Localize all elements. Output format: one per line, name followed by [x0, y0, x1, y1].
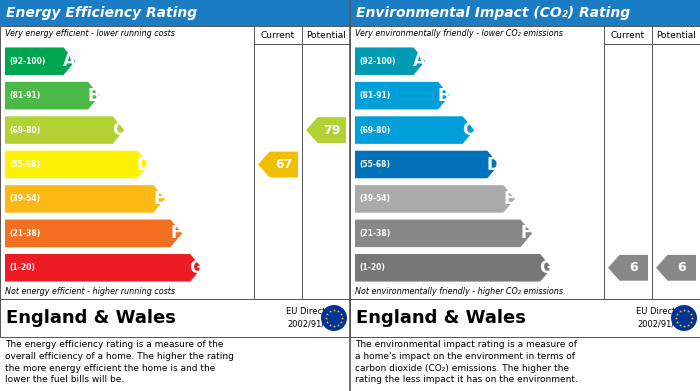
Text: (1-20): (1-20)	[9, 263, 35, 272]
Bar	[350, 26, 700, 299]
Polygon shape	[355, 151, 499, 178]
Polygon shape	[5, 254, 202, 282]
Text: 2002/91/EC: 2002/91/EC	[288, 319, 336, 328]
Text: 79: 79	[323, 124, 340, 136]
Text: The energy efficiency rating is a measure of the
overall efficiency of a home. T: The energy efficiency rating is a measur…	[5, 340, 234, 384]
Text: F: F	[521, 224, 532, 242]
Text: (92-100): (92-100)	[9, 57, 46, 66]
Text: (69-80): (69-80)	[9, 126, 41, 135]
Text: B: B	[438, 87, 450, 105]
Polygon shape	[355, 185, 515, 213]
Text: Very environmentally friendly - lower CO₂ emissions: Very environmentally friendly - lower CO…	[355, 29, 563, 38]
Text: E: E	[153, 190, 164, 208]
Polygon shape	[5, 185, 165, 213]
Text: Current: Current	[261, 30, 295, 39]
Polygon shape	[355, 116, 475, 144]
Text: B: B	[88, 87, 100, 105]
Text: (55-68): (55-68)	[9, 160, 40, 169]
Text: (1-20): (1-20)	[359, 263, 385, 272]
Polygon shape	[355, 82, 449, 109]
Text: 67: 67	[275, 158, 293, 171]
Bar	[0, 26, 350, 299]
Polygon shape	[5, 82, 99, 109]
Text: (81-91): (81-91)	[359, 91, 391, 100]
Text: C: C	[463, 121, 475, 139]
Text: Energy Efficiency Rating: Energy Efficiency Rating	[6, 6, 197, 20]
Text: 6: 6	[678, 261, 686, 274]
Text: The environmental impact rating is a measure of
a home's impact on the environme: The environmental impact rating is a mea…	[355, 340, 578, 384]
Polygon shape	[656, 255, 696, 281]
Text: (69-80): (69-80)	[359, 126, 391, 135]
Polygon shape	[355, 254, 552, 282]
Text: 6: 6	[629, 261, 638, 274]
Polygon shape	[5, 116, 125, 144]
Text: A: A	[63, 52, 76, 70]
Text: England & Wales: England & Wales	[6, 309, 176, 327]
Text: (39-54): (39-54)	[359, 194, 390, 203]
Bar	[350, 0, 700, 26]
Text: (21-38): (21-38)	[9, 229, 41, 238]
Text: (21-38): (21-38)	[359, 229, 391, 238]
Text: EU Directive: EU Directive	[636, 307, 688, 316]
Text: (92-100): (92-100)	[359, 57, 396, 66]
Text: (55-68): (55-68)	[359, 160, 390, 169]
Text: (81-91): (81-91)	[9, 91, 41, 100]
Bar	[350, 299, 700, 337]
Text: D: D	[486, 156, 500, 174]
Text: England & Wales: England & Wales	[356, 309, 526, 327]
Text: C: C	[113, 121, 125, 139]
Polygon shape	[355, 220, 532, 247]
Bar	[0, 299, 350, 337]
Text: 2002/91/EC: 2002/91/EC	[638, 319, 686, 328]
Polygon shape	[5, 151, 149, 178]
Polygon shape	[5, 220, 182, 247]
Text: Not energy efficient - higher running costs: Not energy efficient - higher running co…	[5, 287, 175, 296]
Bar	[0, 0, 350, 26]
Text: (39-54): (39-54)	[9, 194, 40, 203]
Polygon shape	[608, 255, 648, 281]
Text: Very energy efficient - lower running costs: Very energy efficient - lower running co…	[5, 29, 175, 38]
Text: Environmental Impact (CO₂) Rating: Environmental Impact (CO₂) Rating	[356, 6, 630, 20]
Circle shape	[321, 305, 347, 331]
Text: E: E	[503, 190, 514, 208]
Polygon shape	[5, 47, 75, 75]
Text: Potential: Potential	[656, 30, 696, 39]
Circle shape	[671, 305, 697, 331]
Polygon shape	[306, 117, 346, 143]
Polygon shape	[355, 47, 425, 75]
Text: D: D	[136, 156, 150, 174]
Text: Not environmentally friendly - higher CO₂ emissions: Not environmentally friendly - higher CO…	[355, 287, 563, 296]
Text: F: F	[171, 224, 182, 242]
Text: Potential: Potential	[306, 30, 346, 39]
Text: G: G	[539, 259, 553, 277]
Text: EU Directive: EU Directive	[286, 307, 338, 316]
Text: A: A	[413, 52, 426, 70]
Text: Current: Current	[611, 30, 645, 39]
Polygon shape	[258, 152, 298, 178]
Text: G: G	[189, 259, 203, 277]
